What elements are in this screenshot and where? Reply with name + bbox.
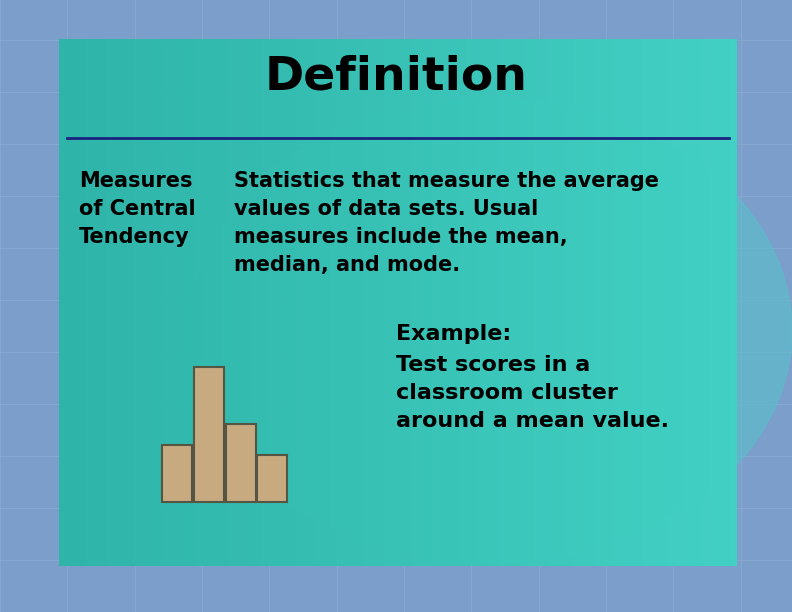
Text: Test scores in a
classroom cluster
around a mean value.: Test scores in a classroom cluster aroun… bbox=[396, 355, 669, 431]
Bar bbox=[162, 446, 192, 502]
Text: Measures
of Central
Tendency: Measures of Central Tendency bbox=[79, 171, 196, 247]
Bar bbox=[257, 455, 287, 502]
Circle shape bbox=[190, 98, 792, 563]
Bar bbox=[194, 367, 224, 502]
Text: Statistics that measure the average
values of data sets. Usual
measures include : Statistics that measure the average valu… bbox=[234, 171, 659, 275]
Text: Definition: Definition bbox=[265, 54, 527, 99]
Bar bbox=[226, 424, 256, 502]
Text: Example:: Example: bbox=[396, 324, 512, 345]
Bar bbox=[59, 40, 737, 566]
